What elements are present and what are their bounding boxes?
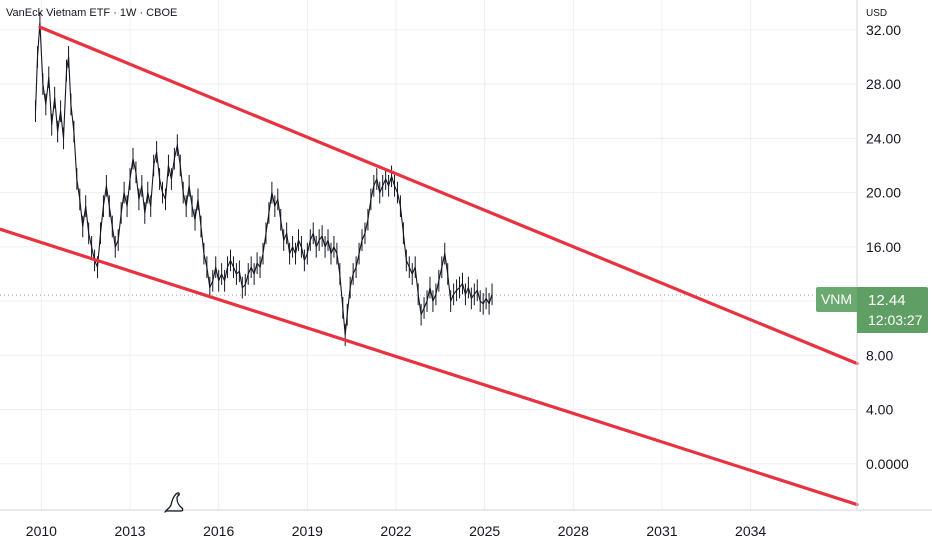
price-series — [34, 12, 493, 346]
x-tick-label: 2025 — [469, 523, 500, 539]
ticker-badge: VNM — [816, 287, 857, 312]
price-badge: 12.44 12:03:27 — [857, 287, 928, 333]
grid — [0, 0, 857, 510]
x-tick-label: 2031 — [646, 523, 677, 539]
chart-title: VanEck Vietnam ETF · 1W · CBOE — [6, 7, 178, 19]
channel-upper-line — [38, 25, 859, 366]
y-tick-label: 0.0000 — [866, 456, 909, 472]
y-tick-label: 24.00 — [866, 130, 901, 146]
x-tick-label: 2019 — [292, 523, 323, 539]
y-tick-label: 32.00 — [866, 22, 901, 38]
y-tick-label: 28.00 — [866, 76, 901, 92]
y-tick-label: 16.00 — [866, 239, 901, 255]
time-axis[interactable]: 2010 2013 2016 2019 2022 2025 2028 2031 2034 — [26, 523, 767, 539]
y-tick-label: 4.00 — [866, 402, 893, 418]
price-line — [34, 22, 493, 336]
y-tick-label: 20.00 — [866, 185, 901, 201]
x-tick-label: 2028 — [558, 523, 589, 539]
channel-lower-line — [0, 227, 859, 507]
x-tick-label: 2034 — [735, 523, 766, 539]
current-price: 12.44 — [868, 292, 906, 309]
currency-label[interactable]: USD — [866, 8, 888, 19]
y-tick-label: 8.00 — [866, 347, 893, 363]
x-tick-label: 2013 — [114, 523, 145, 539]
bar-countdown: 12:03:27 — [868, 312, 923, 328]
x-tick-label: 2016 — [203, 523, 234, 539]
price-axis[interactable]: 0.00004.008.0012.0016.0020.0024.0028.003… — [866, 22, 909, 472]
x-tick-label: 2010 — [26, 523, 57, 539]
trend-channel[interactable] — [0, 25, 859, 507]
tradingview-dino-icon — [162, 490, 186, 514]
x-tick-label: 2022 — [380, 523, 411, 539]
